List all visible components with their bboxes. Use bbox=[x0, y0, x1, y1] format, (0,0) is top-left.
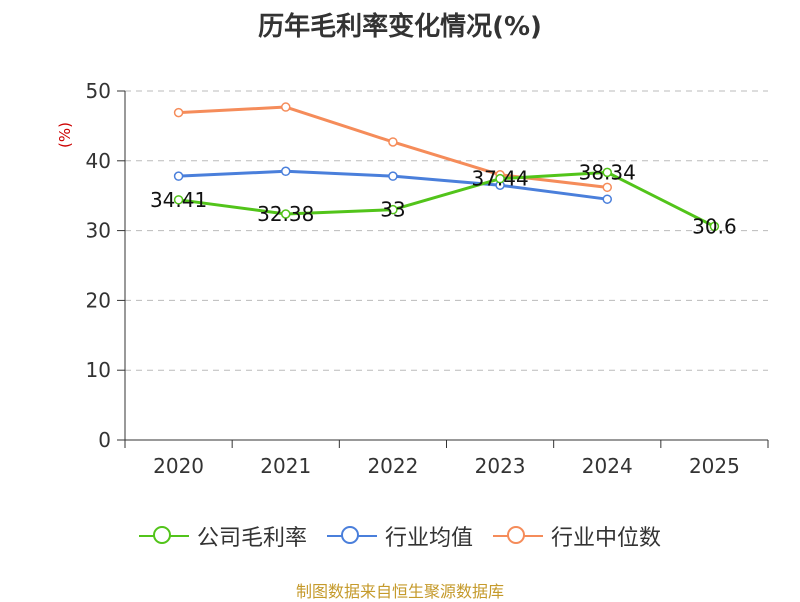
series-1-point-1 bbox=[281, 166, 291, 177]
legend: 公司毛利率 行业均值 行业中位数 bbox=[0, 520, 800, 552]
data-label-2021: 32.38 bbox=[257, 202, 314, 226]
y-tick-label-20: 20 bbox=[86, 288, 111, 312]
series-2-point-4 bbox=[602, 182, 612, 193]
y-tick-label-40: 40 bbox=[86, 149, 111, 173]
legend-marker-industry-median bbox=[493, 525, 543, 547]
legend-item-industry-mean[interactable]: 行业均值 bbox=[326, 520, 473, 552]
series-0-point-4 bbox=[602, 167, 612, 178]
data-labels: 34.41 32.38 33 37.44 38.34 30.6 bbox=[150, 160, 737, 238]
legend-label-company: 公司毛利率 bbox=[196, 526, 307, 551]
series-0-point-3 bbox=[495, 173, 505, 184]
series-1-point-0 bbox=[173, 171, 184, 181]
x-tick-label-2021: 2021 bbox=[260, 454, 311, 478]
data-source: 制图数据来自恒生聚源数据库 bbox=[295, 582, 504, 601]
x-tick-label-2025: 2025 bbox=[689, 454, 740, 478]
legend-item-industry-median[interactable]: 行业中位数 bbox=[493, 520, 661, 552]
y-tick-label-50: 50 bbox=[86, 79, 111, 103]
series-0-point-5 bbox=[709, 221, 720, 232]
x-tick-label-2022: 2022 bbox=[367, 454, 418, 478]
series-2-point-2 bbox=[388, 137, 398, 147]
chart-title: 历年毛利率变化情况(%) bbox=[258, 12, 542, 42]
series-lines bbox=[173, 102, 720, 232]
y-tick-label-30: 30 bbox=[86, 219, 111, 243]
data-label-2025: 30.6 bbox=[692, 214, 737, 238]
series-0-point-2 bbox=[388, 204, 398, 215]
legend-marker-company bbox=[138, 525, 189, 547]
series-line-0 bbox=[178, 170, 716, 228]
legend-marker-industry-mean bbox=[326, 525, 377, 547]
series-0-point-1 bbox=[281, 209, 291, 219]
y-tick-label-10: 10 bbox=[86, 358, 111, 382]
series-0-point-0 bbox=[173, 195, 184, 205]
data-label-2022: 33 bbox=[380, 198, 405, 222]
x-tick-label-2020: 2020 bbox=[153, 454, 204, 478]
series-2-point-1 bbox=[281, 102, 291, 112]
data-label-2023: 37.44 bbox=[471, 167, 528, 191]
legend-label-industry-mean: 行业均值 bbox=[384, 526, 473, 551]
legend-item-company[interactable]: 公司毛利率 bbox=[138, 520, 307, 552]
legend-label-industry-median: 行业中位数 bbox=[551, 526, 662, 551]
grid-lines bbox=[125, 90, 768, 371]
series-1-point-4 bbox=[602, 194, 612, 204]
x-tick-label-2024: 2024 bbox=[582, 454, 633, 478]
axes: 0 10 20 30 40 50 2020 2021 2022 2023 2024 2025 bbox=[86, 79, 769, 478]
x-tick-label-2023: 2023 bbox=[475, 454, 526, 478]
data-label-2024: 38.34 bbox=[579, 160, 636, 184]
series-1-point-2 bbox=[388, 171, 398, 181]
y-tick-label-0: 0 bbox=[98, 428, 111, 452]
series-2-point-0 bbox=[173, 107, 184, 118]
data-label-2020: 34.41 bbox=[150, 188, 207, 212]
